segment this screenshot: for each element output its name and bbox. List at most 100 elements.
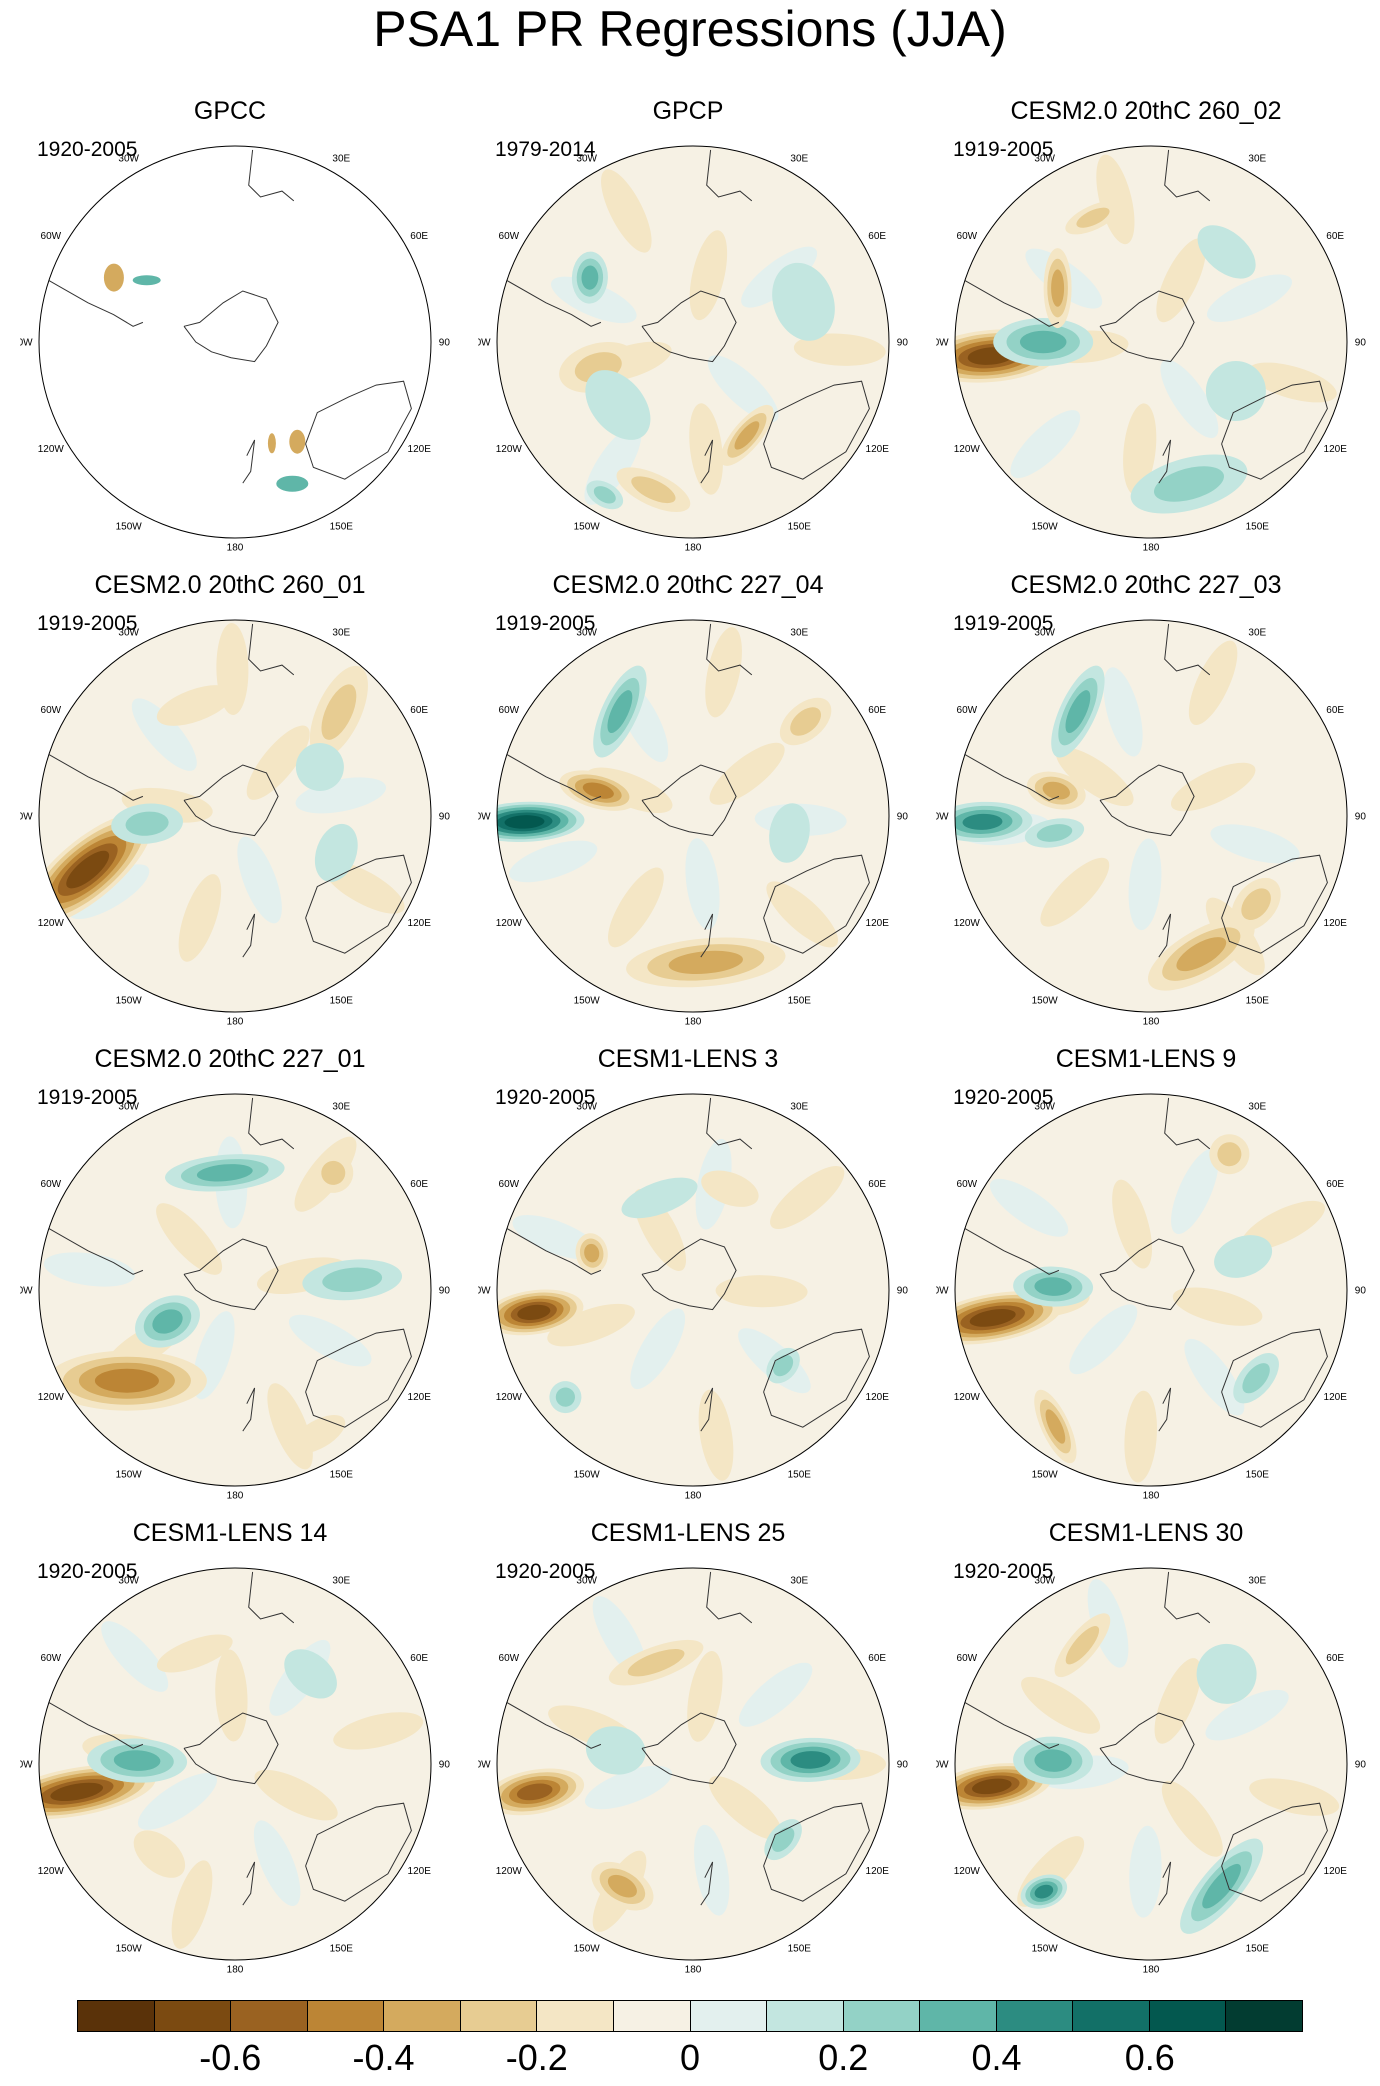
- coastline: [700, 1387, 714, 1432]
- coastline: [763, 854, 870, 954]
- map-panel: CESM1-LENS 91920-2005030E60E90E120E150E1…: [916, 948, 1376, 1501]
- longitude-label: 150W: [116, 1944, 143, 1955]
- longitude-label: 150E: [1246, 522, 1270, 533]
- longitude-label: 120W: [38, 1866, 65, 1877]
- longitude-label: 30W: [576, 153, 597, 164]
- longitude-label: 150W: [574, 996, 601, 1007]
- dry-anomaly: [1051, 269, 1065, 307]
- wet-anomaly: [295, 743, 344, 791]
- anomaly-texture: [1170, 762, 1256, 812]
- panel-title: CESM1-LENS 14: [132, 1519, 328, 1547]
- anomaly-texture: [1210, 824, 1300, 864]
- anomaly-texture: [547, 1303, 635, 1347]
- coastline: [305, 380, 412, 480]
- coastline: [706, 623, 753, 676]
- longitude-label: 120E: [408, 444, 432, 455]
- map-panel: CESM2.0 20thC 260_011919-2005030E60E90E1…: [0, 474, 460, 1027]
- anomaly-texture: [738, 1662, 813, 1727]
- longitude-label: 180: [1143, 1490, 1160, 1501]
- wet-anomaly: [1202, 1863, 1241, 1909]
- colorbar-swatch: [996, 2001, 1074, 2031]
- panel-title: CESM1-LENS 9: [1055, 1045, 1237, 1073]
- map-panel: CESM2.0 20thC 227_031919-2005030E60E90E1…: [916, 474, 1376, 1027]
- longitude-label: 120W: [954, 444, 981, 455]
- anomaly-texture: [1172, 1287, 1263, 1326]
- colorbar-tick-label: -0.2: [505, 2037, 568, 2078]
- dry-anomaly: [969, 1309, 1016, 1327]
- anomaly-texture: [1010, 410, 1081, 479]
- dry-anomaly: [267, 433, 276, 454]
- longitude-label: 120E: [408, 1392, 432, 1403]
- colorbar-swatch: [1226, 2001, 1302, 2031]
- coastline: [183, 1712, 279, 1785]
- panel-period: 1920-2005: [953, 1086, 1054, 1109]
- coastline: [763, 1802, 870, 1902]
- anomaly-texture: [246, 725, 310, 800]
- longitude-label: 60E: [410, 1179, 428, 1190]
- map-boundary: [954, 145, 1348, 539]
- coastline: [1158, 913, 1172, 958]
- map-panel: CESM1-LENS 141920-2005030E60E90E120E150E…: [0, 1422, 460, 1975]
- longitude-label: 150E: [1246, 996, 1270, 1007]
- longitude-label: 60W: [957, 705, 978, 716]
- longitude-label: 180: [227, 1016, 244, 1027]
- longitude-label: 60E: [410, 1653, 428, 1664]
- coastline: [706, 1097, 753, 1150]
- map-panel: GPCC1920-2005030E60E90E120E150E180150W12…: [0, 0, 460, 553]
- longitude-label: 90W: [478, 338, 491, 349]
- anomaly-texture: [1124, 1390, 1157, 1483]
- longitude-label: 150W: [1032, 996, 1059, 1007]
- longitude-label: 150E: [1246, 1944, 1270, 1955]
- anomaly-texture: [766, 881, 839, 948]
- wet-anomaly: [962, 813, 1003, 830]
- longitude-label: 90E: [897, 338, 908, 349]
- anomaly-texture: [101, 1621, 169, 1692]
- wet-anomaly: [773, 1354, 794, 1377]
- longitude-label: 150W: [116, 996, 143, 1007]
- anomaly-texture: [687, 1651, 723, 1742]
- longitude-label: 120E: [866, 918, 890, 929]
- anomaly-texture: [253, 1820, 301, 1907]
- longitude-label: 30E: [332, 1101, 350, 1112]
- longitude-label: 90W: [936, 1286, 949, 1297]
- coastline: [1158, 439, 1172, 484]
- longitude-label: 150W: [574, 1944, 601, 1955]
- longitude-label: 120E: [408, 1866, 432, 1877]
- dry-anomaly: [607, 1874, 637, 1898]
- longitude-label: 120W: [496, 444, 523, 455]
- map-panel: CESM1-LENS 301920-2005030E60E90E120E150E…: [916, 1422, 1376, 1975]
- map-boundary: [38, 1567, 432, 1961]
- panel-period: 1919-2005: [953, 612, 1054, 635]
- anomaly-texture: [288, 1314, 372, 1367]
- wet-anomaly: [1019, 330, 1067, 354]
- longitude-label: 150W: [116, 522, 143, 533]
- map-background: [497, 146, 889, 538]
- longitude-label: 90E: [1355, 1760, 1366, 1771]
- coastline: [700, 439, 714, 484]
- anomaly-texture: [1154, 1658, 1202, 1744]
- coastline: [641, 1712, 737, 1785]
- longitude-label: 150E: [1246, 1470, 1270, 1481]
- anomaly-texture: [1056, 747, 1134, 807]
- coastline: [242, 1387, 256, 1432]
- colorbar-swatch: [920, 2001, 997, 2031]
- anomaly-texture: [715, 1275, 808, 1308]
- colorbar-tick-label: -0.6: [199, 2037, 262, 2078]
- longitude-label: 150E: [330, 1944, 354, 1955]
- panel-period: 1919-2005: [37, 612, 138, 635]
- wet-anomaly: [1036, 824, 1073, 842]
- longitude-label: 150E: [330, 1470, 354, 1481]
- panel-title: GPCC: [193, 97, 267, 125]
- wet-anomaly: [1214, 1235, 1273, 1278]
- polar-map: 030E60E90E120E150E180150W120W90W60W30W: [478, 1093, 908, 1501]
- anomaly-texture: [1171, 1148, 1219, 1235]
- coastline: [504, 752, 602, 801]
- longitude-label: 120E: [866, 1392, 890, 1403]
- longitude-label: 150W: [574, 1470, 601, 1481]
- longitude-label: 90W: [20, 812, 33, 823]
- anomaly-texture: [707, 355, 779, 423]
- wet-anomaly: [1242, 1363, 1270, 1394]
- panel-period: 1920-2005: [953, 1560, 1054, 1583]
- longitude-label: 60W: [41, 1179, 62, 1190]
- dry-anomaly: [517, 1304, 551, 1320]
